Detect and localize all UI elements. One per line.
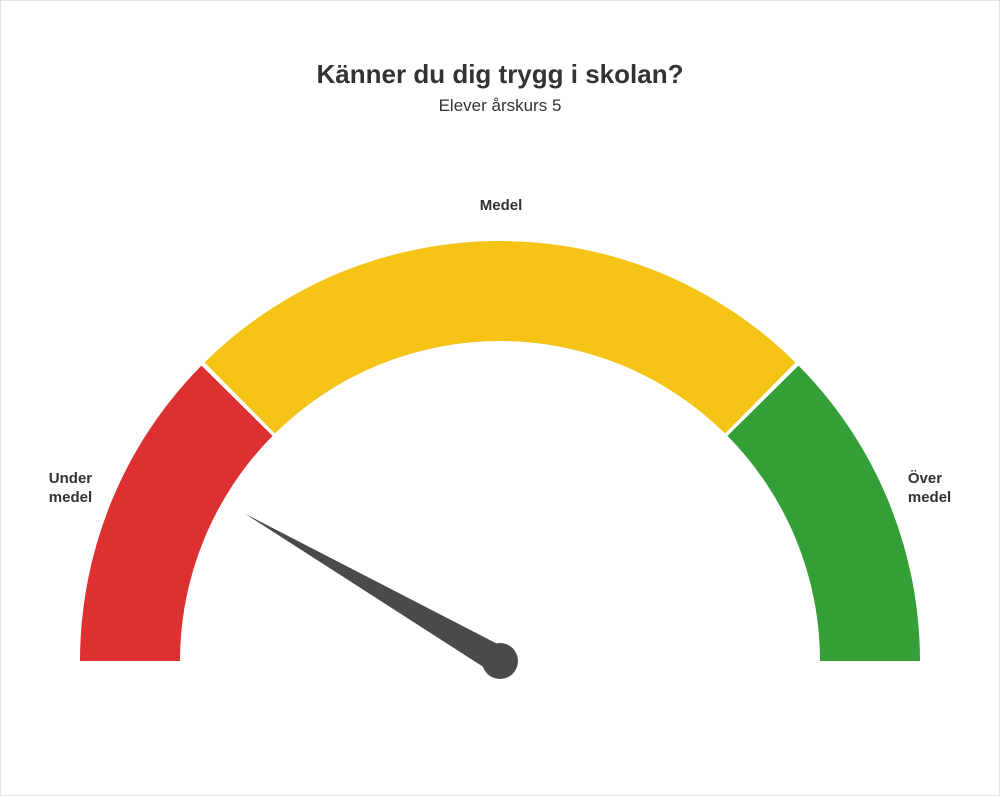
gauge-chart	[80, 241, 920, 683]
gauge-pivot	[482, 643, 518, 679]
gauge-segment-medel	[205, 241, 796, 434]
gauge-label-under-medel: Under medel	[49, 470, 92, 508]
chart-title: Känner du dig trygg i skolan?	[1, 59, 999, 90]
gauge-label-over-medel: Över medel	[908, 470, 951, 508]
gauge-segment-over-medel	[727, 366, 920, 661]
gauge-label-medel: Medel	[461, 197, 541, 216]
gauge-needle	[245, 514, 507, 673]
titles: Känner du dig trygg i skolan? Elever års…	[1, 59, 999, 117]
chart-subtitle: Elever årskurs 5	[1, 96, 999, 116]
chart-frame: Känner du dig trygg i skolan? Elever års…	[0, 0, 1000, 796]
gauge-segment-under-medel	[80, 366, 273, 661]
